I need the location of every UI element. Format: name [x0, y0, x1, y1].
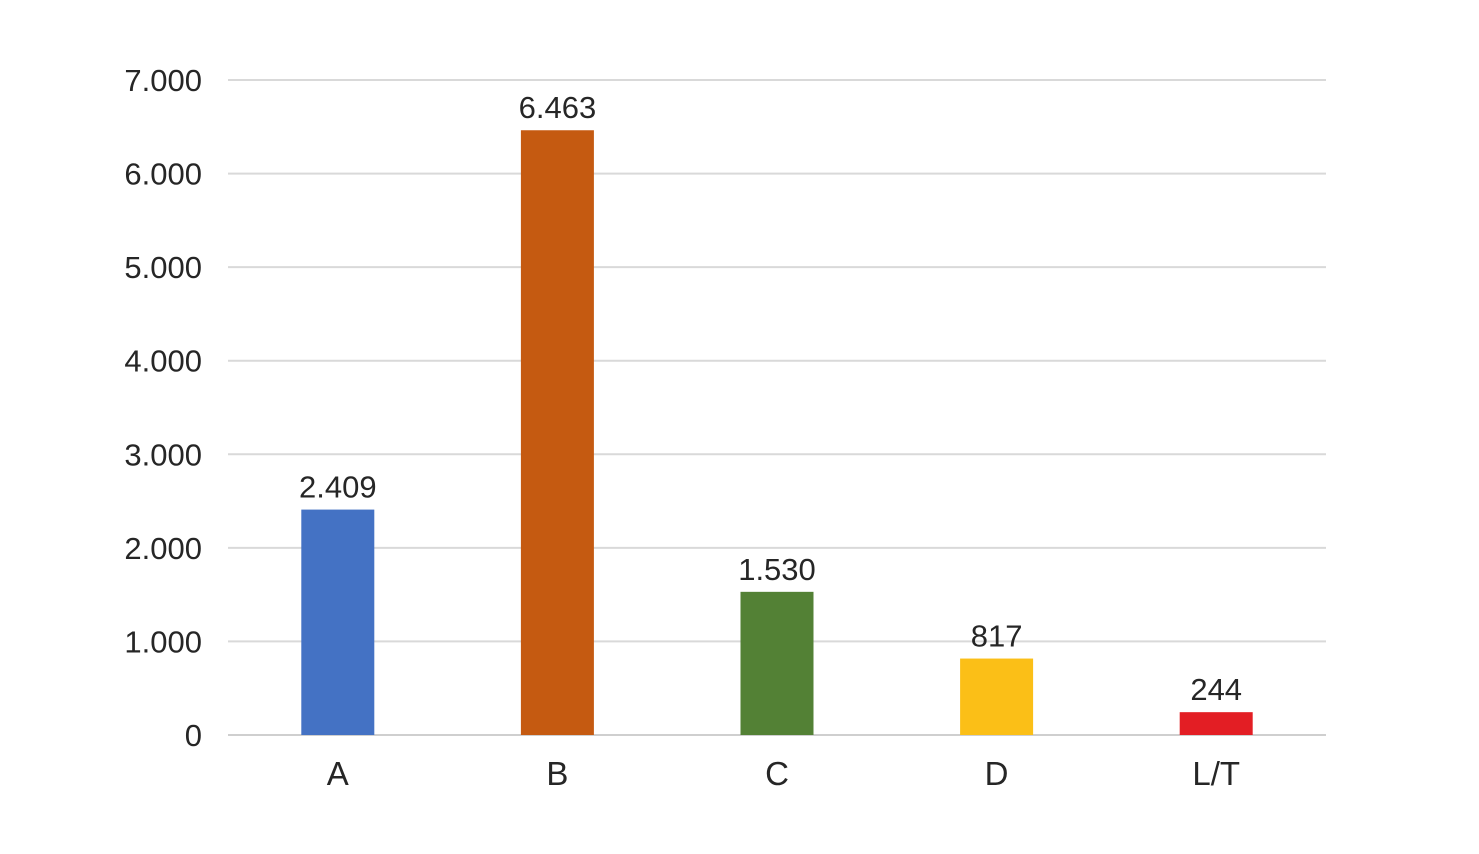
bar-value-label: 244 [1190, 672, 1242, 707]
bar-value-label: 6.463 [519, 90, 597, 125]
y-tick-label: 3.000 [124, 437, 202, 472]
y-tick-label: 4.000 [124, 344, 202, 379]
bar-value-label: 1.530 [738, 552, 816, 587]
bar-c [740, 591, 814, 735]
x-axis-tick-labels: A B C D L/T [327, 755, 1240, 792]
y-axis-tick-labels: 0 1.000 2.000 3.000 4.000 5.000 6.000 7.000 [124, 63, 202, 753]
x-tick-label: A [327, 755, 349, 792]
bar-value-label: 817 [971, 619, 1023, 654]
gridlines [228, 79, 1326, 736]
bar-value-label: 2.409 [299, 470, 377, 505]
bar-b [520, 130, 594, 735]
y-tick-label: 1.000 [124, 624, 202, 659]
x-tick-label: C [765, 755, 789, 792]
y-tick-label: 0 [185, 718, 202, 753]
y-tick-label: 2.000 [124, 531, 202, 566]
bar-l-t [1179, 712, 1253, 735]
bar-value-labels: 2.409 6.463 1.530 817 244 [299, 90, 1242, 707]
x-tick-label: L/T [1192, 755, 1240, 792]
x-tick-label: D [985, 755, 1009, 792]
bars [301, 130, 1253, 735]
bar-a [301, 509, 375, 735]
y-tick-label: 7.000 [124, 63, 202, 98]
y-tick-label: 6.000 [124, 157, 202, 192]
x-tick-label: B [546, 755, 568, 792]
y-tick-label: 5.000 [124, 250, 202, 285]
bar-d [960, 658, 1034, 735]
